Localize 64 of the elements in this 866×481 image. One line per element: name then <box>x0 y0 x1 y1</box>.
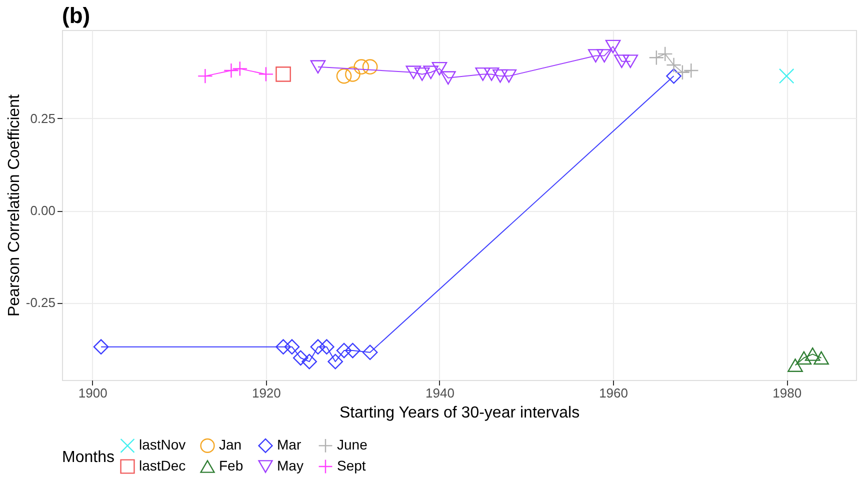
point <box>292 350 308 366</box>
x-tick-label: 1980 <box>772 386 802 400</box>
point <box>796 351 812 365</box>
point <box>345 66 360 82</box>
point <box>224 62 239 78</box>
point <box>622 54 638 68</box>
point <box>588 49 604 63</box>
y-tick-label: -0.25 <box>26 295 56 310</box>
point <box>683 62 699 78</box>
legend-label: lastNov <box>139 436 186 453</box>
point <box>258 66 274 82</box>
x-axis-title: Starting Years of 30-year intervals <box>339 404 580 422</box>
point <box>354 59 370 74</box>
point <box>804 347 820 361</box>
point <box>276 66 291 82</box>
point <box>310 339 326 355</box>
point <box>666 68 682 84</box>
y-tick-label: 0.00 <box>30 203 56 218</box>
point <box>484 67 500 81</box>
point <box>596 49 612 63</box>
legend-label: lastDec <box>139 458 186 474</box>
point <box>276 339 291 355</box>
legend-label: May <box>277 458 304 474</box>
point <box>93 339 109 355</box>
x-tick-label: 1940 <box>426 386 454 400</box>
x-tick-label: 1900 <box>78 386 108 400</box>
point <box>475 67 491 81</box>
point <box>432 62 448 76</box>
x-tick-label: 1960 <box>599 386 628 400</box>
point <box>648 50 664 66</box>
point <box>605 40 621 54</box>
point <box>423 66 438 80</box>
point <box>414 67 430 81</box>
point <box>284 339 300 355</box>
y-tick-label: 0.25 <box>30 110 56 126</box>
point <box>778 68 794 84</box>
x-tick-label: 1920 <box>252 386 281 400</box>
point <box>814 351 829 365</box>
point <box>501 69 517 83</box>
legend-title: Months <box>62 449 114 466</box>
point <box>614 54 630 68</box>
point <box>302 354 317 370</box>
legend-label: June <box>337 436 368 453</box>
point <box>336 342 352 358</box>
legend-label: Mar <box>277 436 302 453</box>
point <box>318 339 334 355</box>
point <box>336 68 352 84</box>
point <box>362 344 378 360</box>
legend-label: Sept <box>337 458 366 474</box>
point <box>198 68 213 84</box>
point <box>492 69 508 83</box>
y-axis-title: Pearson Correlation Coefficient <box>6 94 23 317</box>
point <box>788 358 803 372</box>
point <box>440 71 456 85</box>
legend-label: Feb <box>219 458 244 474</box>
point <box>310 60 326 74</box>
legend-label: Jan <box>219 436 242 453</box>
point <box>362 59 378 74</box>
point <box>328 354 344 370</box>
point <box>345 342 360 358</box>
point <box>406 66 422 80</box>
point <box>657 46 673 62</box>
point <box>232 61 248 76</box>
chart-title: (b) <box>62 3 90 28</box>
